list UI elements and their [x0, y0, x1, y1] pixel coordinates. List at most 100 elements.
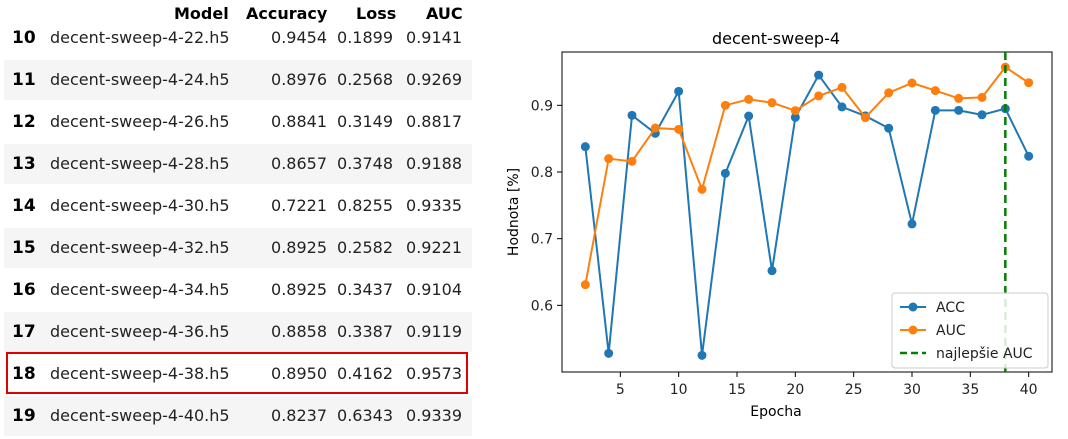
- legend-marker: [908, 325, 918, 335]
- data-point-acc: [720, 168, 730, 178]
- data-point-acc: [884, 123, 894, 133]
- row-index: 10: [12, 28, 36, 48]
- legend-entry: AUC: [936, 323, 966, 339]
- table-row: 12 decent-sweep-4-26.h5 0.8841 0.3149 0.8817: [4, 102, 472, 142]
- accuracy-value: 0.8976: [271, 70, 327, 89]
- row-index: 12: [12, 112, 36, 132]
- loss-value: 0.3387: [337, 322, 393, 341]
- y-tick-label: 0.7: [531, 232, 553, 248]
- data-point-acc: [674, 86, 684, 96]
- header-model: Model: [174, 4, 229, 23]
- data-point-auc: [930, 86, 940, 96]
- table-row: 11 decent-sweep-4-24.h5 0.8976 0.2568 0.9269: [4, 60, 472, 100]
- data-point-auc: [977, 92, 987, 102]
- row-index: 11: [12, 70, 36, 90]
- data-point-acc: [930, 105, 940, 115]
- data-point-auc: [790, 106, 800, 116]
- data-point-auc: [627, 156, 637, 166]
- accuracy-value: 0.8841: [271, 112, 327, 131]
- legend-entry: ACC: [936, 300, 965, 316]
- table-row: 17 decent-sweep-4-36.h5 0.8858 0.3387 0.9119: [4, 312, 472, 352]
- model-name: decent-sweep-4-26.h5: [50, 112, 230, 131]
- data-point-acc: [907, 219, 917, 229]
- y-tick-label: 0.8: [531, 165, 553, 181]
- loss-value: 0.8255: [337, 196, 393, 215]
- data-point-auc: [674, 124, 684, 134]
- header-accuracy: Accuracy: [246, 4, 328, 23]
- accuracy-value: 0.8657: [271, 154, 327, 173]
- data-point-acc: [1024, 151, 1034, 161]
- header-loss: Loss: [356, 4, 397, 23]
- data-point-auc: [860, 113, 870, 123]
- auc-value: 0.9221: [406, 238, 462, 257]
- table-row: 14 decent-sweep-4-30.h5 0.7221 0.8255 0.9335: [4, 186, 472, 226]
- data-point-auc: [1024, 78, 1034, 88]
- model-name: decent-sweep-4-40.h5: [50, 406, 230, 425]
- auc-value: 0.9339: [406, 406, 462, 425]
- accuracy-value: 0.7221: [271, 196, 327, 215]
- legend-entry: najlepšie AUC: [936, 346, 1033, 362]
- plot-area: 5 10 15 20 25 30 35 40 0.6 0.7 0.8 0.9 ACC AUC najlepš…: [531, 51, 1053, 398]
- loss-value: 0.3748: [337, 154, 393, 173]
- model-name: decent-sweep-4-28.h5: [50, 154, 230, 173]
- data-point-auc: [604, 154, 614, 164]
- accuracy-value: 0.8858: [271, 322, 327, 341]
- model-name: decent-sweep-4-22.h5: [50, 28, 230, 47]
- best-model-highlight: [6, 352, 468, 394]
- accuracy-value: 0.9454: [271, 28, 327, 47]
- x-tick-label: 30: [903, 382, 921, 398]
- auc-value: 0.9119: [406, 322, 462, 341]
- auc-value: 0.9104: [406, 280, 462, 299]
- auc-value: 0.9141: [406, 28, 462, 47]
- y-tick-label: 0.9: [531, 98, 553, 114]
- auc-value: 0.9188: [406, 154, 462, 173]
- data-point-auc: [697, 184, 707, 194]
- data-point-auc: [767, 98, 777, 108]
- auc-value: 0.9335: [406, 196, 462, 215]
- loss-value: 0.4162: [337, 364, 393, 383]
- table-row: 18 decent-sweep-4-38.h5 0.8950 0.4162 0.9573: [4, 354, 472, 394]
- data-point-auc: [650, 123, 660, 133]
- model-name: decent-sweep-4-38.h5: [50, 364, 230, 383]
- data-point-acc: [697, 350, 707, 360]
- data-point-auc: [954, 93, 964, 103]
- row-index: 17: [12, 322, 36, 342]
- x-tick-label: 35: [961, 382, 979, 398]
- data-point-auc: [837, 82, 847, 92]
- data-point-auc: [744, 94, 754, 104]
- y-tick-label: 0.6: [531, 298, 553, 314]
- legend-marker: [908, 302, 918, 312]
- axes-frame: [561, 51, 1053, 373]
- table-row: 19 decent-sweep-4-40.h5 0.8237 0.6343 0.9339: [4, 396, 472, 436]
- y-axis-label: Hodnota [%]: [506, 168, 522, 256]
- x-tick-label: 10: [670, 382, 688, 398]
- auc-value: 0.9269: [406, 70, 462, 89]
- data-point-acc: [814, 70, 824, 80]
- model-name: decent-sweep-4-36.h5: [50, 322, 230, 341]
- loss-value: 0.6343: [337, 406, 393, 425]
- row-index: 16: [12, 280, 36, 300]
- loss-value: 0.3437: [337, 280, 393, 299]
- accuracy-value: 0.8925: [271, 280, 327, 299]
- chart-title: decent-sweep-4: [712, 29, 840, 48]
- accuracy-value: 0.8237: [271, 406, 327, 425]
- loss-value: 0.2582: [337, 238, 393, 257]
- data-point-auc: [907, 78, 917, 88]
- model-name: decent-sweep-4-32.h5: [50, 238, 230, 257]
- table-row: 15 decent-sweep-4-32.h5 0.8925 0.2582 0.9221: [4, 228, 472, 268]
- accuracy-value: 0.8925: [271, 238, 327, 257]
- data-point-acc: [954, 105, 964, 115]
- table-row: 10 decent-sweep-4-22.h5 0.9454 0.1899 0.9141: [4, 18, 472, 58]
- model-name: decent-sweep-4-24.h5: [50, 70, 230, 89]
- x-tick-label: 20: [786, 382, 804, 398]
- row-index: 15: [12, 238, 36, 258]
- row-index: 18: [12, 364, 36, 384]
- data-point-auc: [814, 91, 824, 101]
- data-point-acc: [767, 266, 777, 276]
- data-point-acc: [627, 110, 637, 120]
- row-index: 19: [12, 406, 36, 426]
- data-point-acc: [604, 348, 614, 358]
- model-name: decent-sweep-4-34.h5: [50, 280, 230, 299]
- auc-value: 0.9573: [406, 364, 462, 383]
- loss-value: 0.1899: [337, 28, 393, 47]
